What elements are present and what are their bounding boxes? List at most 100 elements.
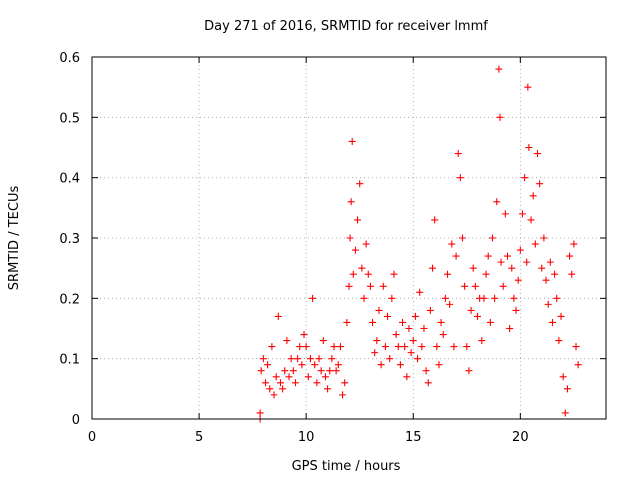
data-point bbox=[574, 361, 582, 369]
data-point bbox=[510, 294, 518, 302]
data-point bbox=[431, 216, 439, 224]
data-point bbox=[256, 409, 264, 417]
data-point bbox=[548, 318, 556, 326]
data-point bbox=[319, 337, 327, 345]
data-point bbox=[283, 337, 291, 345]
data-point bbox=[480, 294, 488, 302]
y-tick-label: 0.2 bbox=[59, 292, 80, 307]
data-point bbox=[399, 318, 407, 326]
data-point bbox=[266, 385, 274, 393]
data-point bbox=[544, 300, 552, 308]
data-point bbox=[349, 270, 357, 278]
data-point bbox=[452, 252, 460, 260]
data-point bbox=[506, 325, 514, 332]
data-point bbox=[529, 192, 537, 200]
data-point bbox=[296, 343, 304, 351]
data-point bbox=[538, 264, 546, 272]
data-point bbox=[523, 258, 531, 266]
x-axis-label: GPS time / hours bbox=[292, 459, 401, 474]
data-point bbox=[330, 343, 338, 351]
data-point bbox=[401, 343, 409, 351]
data-point bbox=[512, 306, 520, 314]
data-point bbox=[527, 216, 535, 224]
data-point bbox=[358, 264, 366, 272]
data-point bbox=[354, 216, 362, 224]
data-point bbox=[469, 264, 477, 272]
data-point bbox=[356, 180, 364, 188]
data-point bbox=[572, 343, 580, 351]
data-point bbox=[364, 270, 372, 278]
x-tick-label: 20 bbox=[512, 430, 529, 445]
data-point bbox=[561, 409, 569, 417]
data-point bbox=[465, 367, 473, 375]
data-point bbox=[334, 361, 342, 369]
data-point bbox=[433, 343, 441, 351]
data-point bbox=[555, 337, 563, 345]
data-point bbox=[420, 325, 428, 332]
data-point bbox=[482, 270, 490, 278]
data-point bbox=[281, 367, 289, 375]
data-point bbox=[341, 379, 349, 387]
ticks-layer: 0 5 10 15 20 0 0.1 0.2 0.3 0.4 0.5 0.6 bbox=[59, 51, 606, 445]
data-point bbox=[568, 270, 576, 278]
data-point bbox=[409, 337, 417, 345]
data-point bbox=[289, 367, 297, 375]
data-point bbox=[495, 65, 503, 73]
data-point bbox=[332, 367, 340, 375]
data-point bbox=[521, 174, 529, 182]
data-point bbox=[551, 270, 559, 278]
data-point bbox=[416, 288, 424, 296]
x-tick-label: 10 bbox=[298, 430, 315, 445]
data-point bbox=[435, 361, 443, 369]
data-point bbox=[396, 361, 404, 369]
data-point bbox=[259, 355, 267, 363]
data-point bbox=[366, 282, 374, 290]
data-point bbox=[328, 355, 336, 363]
data-point bbox=[264, 361, 272, 369]
data-point bbox=[499, 282, 507, 290]
data-point bbox=[315, 355, 323, 363]
x-tick-label: 0 bbox=[88, 430, 96, 445]
data-point bbox=[298, 361, 306, 369]
data-point bbox=[493, 198, 501, 206]
data-point bbox=[403, 373, 411, 381]
chart-title: Day 271 of 2016, SRMTID for receiver lmm… bbox=[204, 19, 488, 34]
data-point bbox=[478, 337, 486, 345]
data-point bbox=[474, 312, 481, 320]
y-axis-label: SRMTID / TECUs bbox=[7, 186, 22, 291]
data-point bbox=[426, 306, 434, 314]
data-point bbox=[531, 240, 539, 248]
data-point bbox=[261, 379, 269, 387]
data-point bbox=[414, 355, 422, 363]
data-point bbox=[501, 210, 509, 218]
data-point bbox=[446, 300, 454, 308]
data-point bbox=[471, 282, 479, 290]
data-point bbox=[488, 234, 496, 242]
data-point bbox=[570, 240, 578, 248]
data-point bbox=[454, 150, 462, 158]
y-tick-label: 0 bbox=[72, 413, 80, 428]
data-point bbox=[373, 337, 381, 345]
data-point bbox=[463, 343, 471, 351]
y-tick-label: 0.1 bbox=[59, 353, 80, 368]
y-tick-label: 0.3 bbox=[59, 232, 80, 247]
data-point bbox=[362, 240, 370, 248]
data-point bbox=[375, 306, 383, 314]
data-point bbox=[559, 373, 567, 381]
data-point bbox=[309, 294, 317, 302]
data-point bbox=[496, 113, 504, 121]
data-point bbox=[287, 355, 295, 363]
data-point bbox=[542, 276, 550, 284]
data-point bbox=[486, 318, 494, 326]
data-point bbox=[497, 258, 505, 266]
data-point bbox=[347, 198, 355, 206]
data-point bbox=[424, 379, 432, 387]
data-point bbox=[371, 349, 379, 357]
data-point bbox=[448, 240, 456, 248]
data-point bbox=[553, 294, 561, 302]
x-tick-label: 15 bbox=[405, 430, 422, 445]
data-point bbox=[459, 234, 467, 242]
data-point bbox=[514, 276, 522, 284]
data-point bbox=[461, 282, 469, 290]
y-tick-label: 0.6 bbox=[59, 51, 80, 66]
